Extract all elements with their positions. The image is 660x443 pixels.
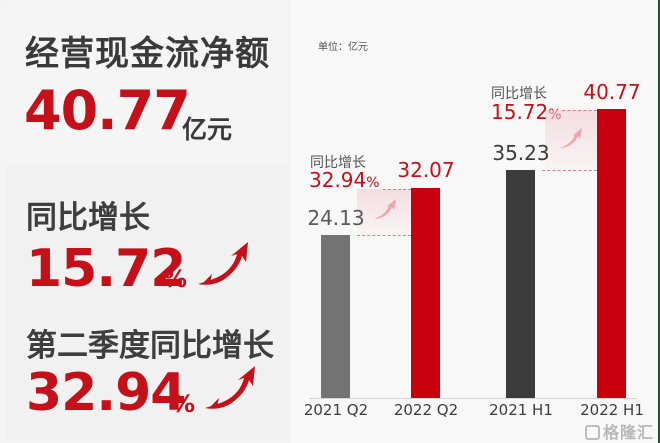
bar-value-2021-q2: 24.13 (307, 206, 365, 230)
dash-line-bottom (542, 170, 597, 171)
q2-yoy-value: 32.94 (26, 363, 186, 423)
q2-percent-sign: % (171, 390, 196, 418)
watermark: 格隆汇 (585, 419, 654, 443)
yoy-title: 同比增长 (26, 200, 150, 236)
dash-line-top (562, 110, 597, 111)
bar-2021-q2 (321, 235, 350, 398)
watermark-logo-icon (585, 425, 600, 440)
yoy-percent-sign: % (163, 265, 188, 293)
q2-growth-value: 32.94% (309, 168, 380, 192)
edge-border (658, 0, 660, 443)
h1-growth-title: 同比增长 (491, 86, 547, 102)
trend-up-arrow-icon (198, 242, 248, 285)
bar-2022-q2 (411, 188, 440, 398)
q2-growth-title: 同比增长 (310, 155, 366, 171)
x-tick-2021-q2: 2021 Q2 (303, 401, 369, 419)
bar-2022-h1 (597, 109, 626, 398)
trend-up-arrow-icon (205, 366, 255, 409)
trend-up-arrow-icon (560, 128, 582, 148)
q2-yoy-title: 第二季度同比增长 (26, 328, 274, 364)
chart-panel (291, 0, 657, 443)
yoy-value: 15.72 (26, 239, 186, 299)
trend-up-arrow-icon (374, 199, 396, 219)
x-tick-2022-q2: 2022 Q2 (393, 401, 459, 419)
dash-line-top (383, 189, 411, 190)
cashflow-value: 40.77 (24, 79, 191, 142)
bar-value-2022-h1: 40.77 (583, 80, 641, 104)
x-tick-2022-h1: 2022 H1 (580, 401, 644, 419)
page-title: 经营现金流净额 (25, 34, 270, 74)
x-axis-line (309, 398, 637, 399)
dash-line-bottom (357, 235, 411, 236)
summary-card (6, 4, 286, 162)
x-tick-2021-h1: 2021 H1 (489, 401, 553, 419)
growth-highlight-box (545, 110, 597, 170)
bar-value-2021-h1: 35.23 (492, 141, 550, 165)
chart-unit-label: 单位：亿元 (318, 42, 368, 53)
growth-highlight-box (357, 189, 411, 235)
bar-value-2022-q2: 32.07 (397, 158, 455, 182)
bar-2021-h1 (506, 170, 535, 398)
cashflow-unit: 亿元 (182, 115, 233, 144)
